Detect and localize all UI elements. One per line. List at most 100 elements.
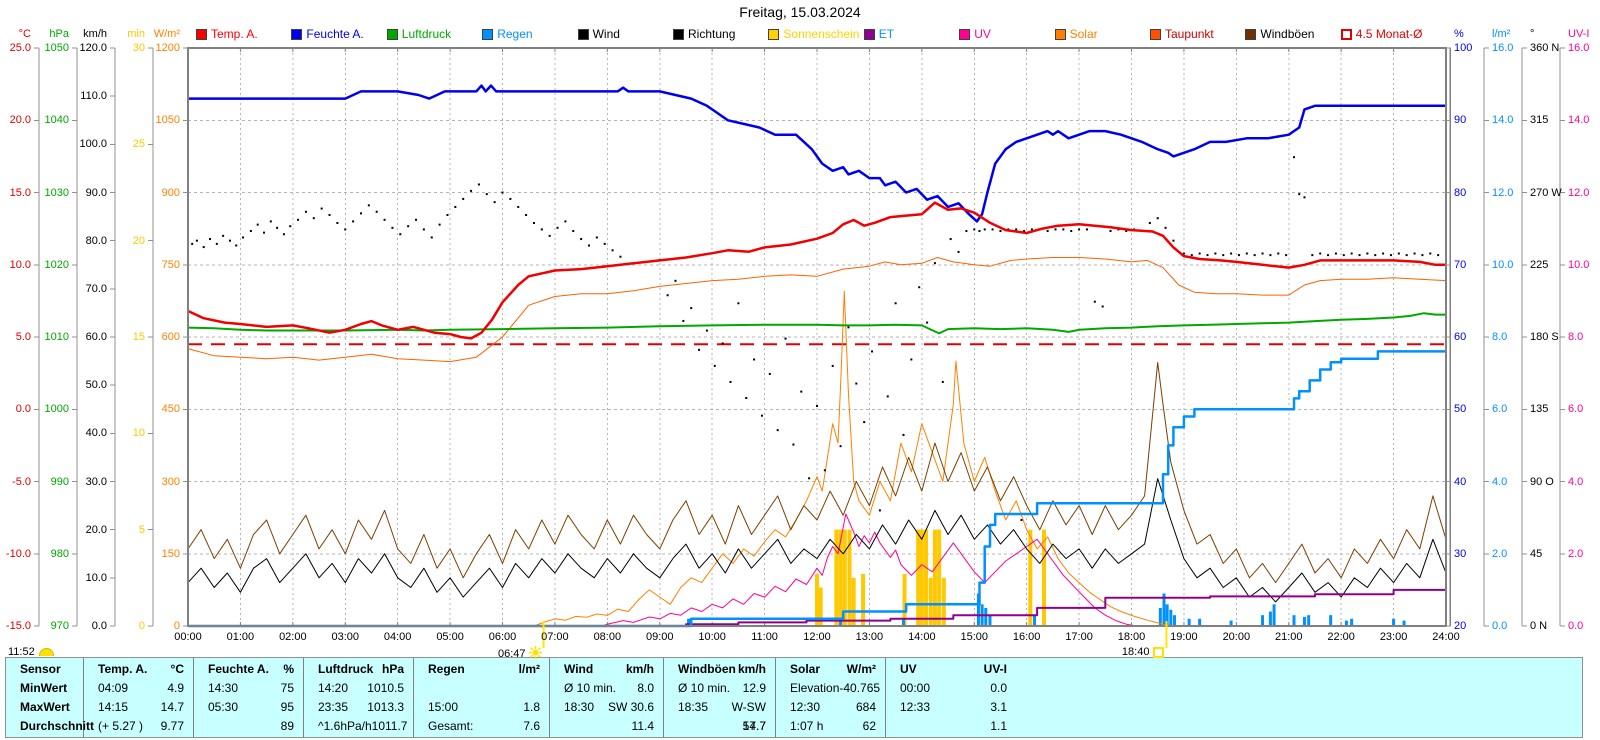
- table-row: MinWert: [6, 679, 83, 698]
- axis-tick-label: 0.0: [1568, 620, 1584, 632]
- axis-unit-label: W/m²: [153, 28, 180, 40]
- series-dot-Richtung: [532, 222, 535, 225]
- table-col-unit: °C: [170, 662, 184, 676]
- series-dot-Richtung: [1253, 254, 1256, 257]
- legend-item-richtung: Richtung: [673, 27, 735, 41]
- series-dot-Richtung: [1125, 230, 1128, 233]
- x-axis-hour-label: 20:00: [1222, 631, 1251, 643]
- axis-tick-label: 6.0: [1492, 403, 1508, 416]
- series-dot-Richtung: [1245, 252, 1248, 255]
- axis-tick-label: 15.0: [9, 186, 31, 199]
- series-dot-Richtung: [367, 204, 370, 207]
- legend-item-4-5-monat-: 4.5 Monat-Ø: [1340, 27, 1423, 41]
- page-title: Freitag, 15.03.2024: [739, 4, 861, 20]
- series-dot-Richtung: [713, 364, 716, 367]
- series-dot-Richtung: [1429, 252, 1432, 255]
- series-dot-Richtung: [587, 244, 590, 247]
- series-dot-Richtung: [603, 242, 606, 245]
- legend-swatch: [1340, 28, 1352, 40]
- axis-tick-label: 980: [50, 547, 69, 560]
- legend-label: UV: [974, 26, 991, 41]
- axis-tick-label: 30.0: [85, 475, 107, 488]
- series-line-Temp. A.: [187, 201, 1446, 340]
- axis-tick-label: 315: [1530, 114, 1549, 127]
- table-cell-time: 18:30: [564, 700, 595, 714]
- series-dot-Richtung: [1093, 300, 1096, 303]
- table-cell-value: 95: [280, 700, 294, 714]
- axis-tick-label: 6.0: [1568, 403, 1584, 416]
- series-dot-Richtung: [894, 302, 897, 305]
- axis-unit-label: l/m²: [1492, 28, 1511, 40]
- series-dot-Richtung: [222, 234, 225, 237]
- series-dot-Richtung: [839, 445, 842, 448]
- series-dot-Richtung: [941, 380, 944, 383]
- axis-tick-label: 70.0: [85, 282, 107, 295]
- axis-tick-label: 970: [50, 620, 69, 632]
- x-axis-hour-label: 10:00: [698, 631, 726, 643]
- series-dot-Richtung: [1046, 230, 1049, 233]
- table-row: 15:00 1.8: [414, 698, 549, 717]
- series-dot-Richtung: [949, 238, 952, 241]
- axis-tick-label: 20.0: [85, 523, 107, 536]
- series-dot-Richtung: [235, 244, 238, 247]
- table-cell-value: 1.8: [523, 700, 540, 714]
- axis-tick-label: 270 W: [1530, 186, 1562, 199]
- series-dot-Richtung: [375, 210, 378, 213]
- table-col-header: Windböen: [678, 662, 736, 676]
- series-dot-Richtung: [209, 238, 212, 241]
- table-row: 1.1: [886, 717, 1016, 736]
- series-dot-Richtung: [462, 197, 465, 200]
- series-dot-Richtung: [792, 443, 795, 446]
- series-dot-Richtung: [611, 249, 614, 252]
- table-cell-value: 4.9: [167, 681, 184, 695]
- table-cell-value: 1011.7: [371, 719, 408, 733]
- legend-swatch: [482, 28, 494, 40]
- axis-tick-label: 20.0: [9, 114, 31, 127]
- axis-tick-label: 0.0: [15, 403, 31, 416]
- series-dot-Richtung: [195, 239, 198, 242]
- table-row: Ø 10 min. 8.0: [550, 679, 663, 698]
- axis-tick-label: 300: [161, 475, 180, 488]
- legend-swatch: [1054, 28, 1066, 40]
- series-dot-Richtung: [336, 222, 339, 225]
- series-dot-Richtung: [1382, 252, 1385, 255]
- table-row: (+ 5.27 ) 9.77: [84, 717, 193, 736]
- series-dot-Richtung: [525, 213, 528, 216]
- legend-item-luftdruck: Luftdruck: [386, 27, 451, 41]
- series-dot-Richtung: [1327, 254, 1330, 257]
- series-dot-Richtung: [1148, 222, 1151, 225]
- table-cell-value: 1013.3: [367, 700, 404, 714]
- legend-label: Richtung: [688, 26, 736, 41]
- series-dot-Richtung: [493, 201, 496, 204]
- series-dot-Richtung: [784, 337, 787, 340]
- series-dot-Richtung: [1237, 254, 1240, 257]
- series-dot-Richtung: [352, 220, 355, 223]
- axis-tick-label: 20: [132, 234, 145, 247]
- table-filler: [1016, 658, 1582, 737]
- series-dot-Richtung: [619, 255, 622, 258]
- table-cell-value: 75: [280, 681, 294, 695]
- table-row: 18:35 W-SW 54.7: [664, 698, 775, 733]
- legend-item-uv: UV: [959, 27, 991, 41]
- table-row: 1:07 h 62: [776, 717, 885, 736]
- axis-unit-label: °C: [18, 28, 31, 40]
- series-dot-Richtung: [957, 250, 960, 253]
- axis-tick-label: 8.0: [1568, 331, 1584, 343]
- series-dot-Richtung: [1070, 230, 1073, 233]
- table-cell-time: Elevation: [790, 681, 840, 695]
- table-cell-time: 14:15: [98, 700, 129, 714]
- axis-tick-label: 45: [1530, 547, 1543, 560]
- table-row: 00:00 0.0: [886, 679, 1016, 698]
- axis-tick-label: 450: [161, 403, 180, 416]
- axis-tick-label: 1050: [155, 114, 180, 127]
- series-dot-Richtung: [1062, 228, 1065, 231]
- axis-tick-label: 135: [1530, 403, 1549, 416]
- axis-tick-label: 2.0: [1568, 547, 1584, 560]
- series-dot-Richtung: [1023, 230, 1026, 233]
- table-col-header: Solar: [790, 662, 821, 676]
- axis-tick-label: 900: [161, 186, 180, 199]
- legend-swatch: [1150, 28, 1161, 40]
- table-cell-time: 12:30: [790, 700, 821, 714]
- axis-tick-label: 14.0: [1568, 114, 1590, 127]
